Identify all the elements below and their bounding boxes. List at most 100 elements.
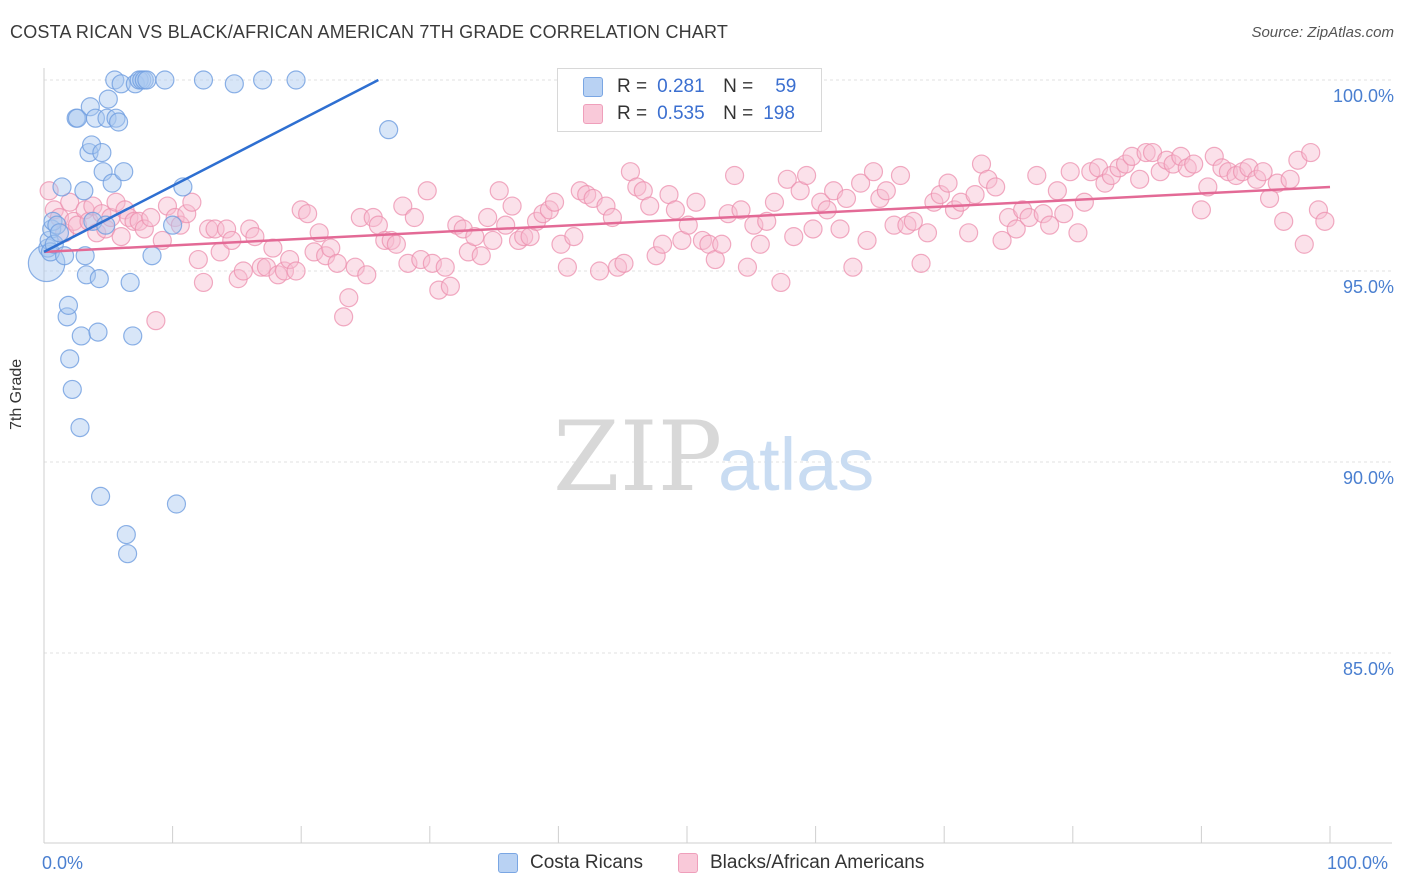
trend-lines — [43, 78, 1331, 254]
data-point-blacks — [870, 188, 890, 209]
data-point-costa-ricans — [379, 120, 399, 140]
data-point-blacks — [978, 169, 998, 189]
data-point-costa-ricans — [58, 295, 79, 315]
data-point-blacks — [1033, 204, 1053, 224]
data-point-blacks — [489, 181, 509, 201]
legend-label-blacks: Blacks/African Americans — [710, 852, 925, 873]
data-point-costa-ricans — [117, 544, 138, 564]
data-point-blacks — [205, 219, 225, 239]
data-point-blacks — [286, 261, 306, 281]
data-point-costa-ricans — [74, 181, 94, 201]
data-point-blacks — [251, 257, 271, 277]
data-point-costa-ricans — [163, 215, 183, 235]
data-point-blacks — [1204, 146, 1224, 166]
watermark-atlas: atlas — [718, 423, 874, 506]
data-point-costa-ricans — [81, 135, 102, 155]
data-point-blacks — [386, 234, 406, 254]
data-point-blacks — [1122, 146, 1142, 166]
y-axis-label: 7th Grade — [8, 358, 25, 430]
data-point-blacks — [712, 234, 732, 254]
data-point-blacks — [398, 253, 418, 273]
data-point-blacks — [811, 192, 831, 212]
data-point-blacks — [157, 196, 178, 216]
y-tick-95: 95.0% — [1342, 277, 1394, 297]
data-point-blacks — [188, 249, 208, 270]
data-point-costa-ricans — [71, 326, 91, 346]
data-point-blacks — [557, 257, 578, 277]
data-point-blacks — [1074, 192, 1094, 212]
data-point-blacks — [508, 230, 529, 251]
data-point-blacks — [393, 196, 413, 216]
data-point-blacks — [1253, 162, 1273, 182]
data-point-costa-ricans — [120, 272, 140, 293]
data-point-blacks — [483, 230, 503, 251]
data-point-blacks — [1247, 169, 1267, 189]
axes — [43, 68, 1392, 844]
data-point-costa-ricans — [123, 326, 143, 346]
data-point-blacks — [381, 230, 401, 251]
data-point-blacks — [1019, 207, 1039, 228]
data-point-blacks — [640, 196, 660, 216]
data-point-blacks — [1130, 169, 1150, 189]
data-point-blacks — [263, 238, 283, 258]
data-point-blacks — [876, 181, 896, 201]
data-point-blacks — [1308, 200, 1329, 220]
data-point-costa-ricans — [92, 142, 112, 163]
data-point-blacks — [1267, 173, 1287, 193]
data-point-blacks — [334, 307, 354, 327]
watermark-zip: ZIP — [553, 401, 722, 513]
legend-item-costa-ricans: Costa Ricans — [498, 852, 643, 874]
data-point-blacks — [959, 223, 979, 243]
data-point-blacks — [965, 185, 985, 205]
data-point-blacks — [817, 200, 837, 220]
data-point-blacks — [589, 261, 610, 281]
data-point-blacks — [496, 215, 516, 235]
data-point-costa-ricans — [80, 97, 100, 117]
x-tick-0: 0.0% — [42, 853, 84, 873]
legend-r-value: 0.281 — [657, 76, 705, 97]
data-point-blacks — [665, 200, 686, 220]
data-point-blacks — [1198, 177, 1218, 197]
data-point-blacks — [429, 280, 449, 300]
data-point-blacks — [731, 200, 751, 220]
data-point-blacks — [453, 219, 473, 239]
data-point-costa-ricans — [114, 162, 134, 182]
data-point-costa-ricans — [111, 74, 131, 94]
legend-label-costa-ricans: Costa Ricans — [530, 852, 643, 873]
data-point-blacks — [764, 192, 785, 212]
data-point-blacks — [1280, 169, 1300, 189]
data-point-blacks — [422, 253, 442, 273]
data-point-blacks — [652, 234, 673, 254]
data-point-blacks — [777, 169, 797, 189]
data-point-costa-ricans — [137, 70, 157, 90]
data-point-costa-ricans — [89, 269, 109, 289]
data-point-costa-ricans — [90, 486, 111, 506]
data-point-blacks — [863, 162, 884, 182]
data-point-blacks — [327, 253, 347, 273]
data-point-blacks — [1136, 142, 1156, 163]
watermark: ZIP atlas — [553, 401, 874, 513]
legend-n-label: N = — [723, 76, 754, 97]
data-point-costa-ricans — [52, 177, 72, 197]
data-point-blacks — [796, 165, 817, 186]
data-point-blacks — [274, 261, 295, 281]
data-point-blacks — [1315, 211, 1335, 231]
data-point-costa-ricans — [70, 418, 90, 438]
data-point-blacks — [750, 234, 770, 254]
data-point-blacks — [836, 188, 857, 209]
data-point-costa-ricans — [253, 70, 273, 90]
data-point-costa-ricans — [62, 379, 82, 400]
data-point-blacks — [851, 173, 871, 193]
data-point-blacks — [1184, 154, 1204, 174]
data-point-blacks — [256, 257, 277, 277]
legend-row-blacks: R = 0.535 N = 198 — [583, 102, 795, 126]
trend-line-costa-ricans — [43, 78, 379, 254]
data-point-blacks — [992, 230, 1012, 251]
data-point-costa-ricans — [76, 265, 97, 285]
series-legend: Costa Ricans Blacks/African Americans — [0, 852, 1406, 878]
data-point-blacks — [1013, 200, 1033, 220]
data-point-blacks — [141, 207, 161, 228]
data-point-blacks — [1294, 234, 1314, 254]
data-point-blacks — [217, 219, 237, 239]
